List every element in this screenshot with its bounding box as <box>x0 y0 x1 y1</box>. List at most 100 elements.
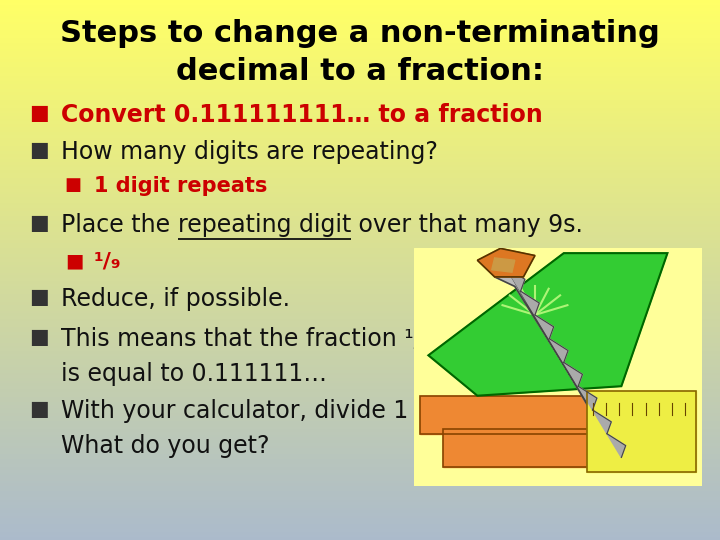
Bar <box>0 111 720 113</box>
Bar <box>0 427 720 429</box>
Bar <box>0 14 720 16</box>
Bar <box>0 22 720 24</box>
Bar <box>0 292 720 294</box>
Bar <box>0 526 720 529</box>
Text: Place the: Place the <box>61 213 178 237</box>
Polygon shape <box>521 291 539 315</box>
Text: How many digits are repeating?: How many digits are repeating? <box>61 140 438 164</box>
Bar <box>0 246 720 248</box>
Bar <box>0 54 720 57</box>
Bar <box>0 486 720 489</box>
Bar <box>0 127 720 130</box>
Bar <box>0 394 720 397</box>
Bar <box>0 529 720 532</box>
Bar <box>0 284 720 286</box>
Bar <box>0 11 720 14</box>
Bar <box>0 251 720 254</box>
Bar <box>0 367 720 370</box>
Bar <box>0 497 720 500</box>
Bar <box>0 0 720 3</box>
Bar <box>0 202 720 205</box>
Text: ■: ■ <box>29 327 48 347</box>
Bar <box>0 216 720 219</box>
Bar <box>0 24 720 27</box>
Bar <box>0 232 720 235</box>
Bar <box>0 189 720 192</box>
Bar <box>0 62 720 65</box>
Bar <box>0 208 720 211</box>
Bar <box>0 124 720 127</box>
Bar <box>0 194 720 197</box>
Bar <box>0 494 720 497</box>
Bar <box>0 154 720 157</box>
Text: Reduce, if possible.: Reduce, if possible. <box>61 287 290 311</box>
Polygon shape <box>506 267 525 291</box>
Bar <box>0 205 720 208</box>
Bar <box>0 176 720 178</box>
Bar <box>0 516 720 518</box>
Polygon shape <box>495 267 621 457</box>
Bar <box>0 219 720 221</box>
Bar <box>0 59 720 62</box>
Bar <box>0 478 720 481</box>
Bar <box>0 19 720 22</box>
Bar <box>0 451 720 454</box>
Polygon shape <box>607 434 626 457</box>
Bar <box>0 310 720 313</box>
Polygon shape <box>428 253 667 396</box>
Bar <box>0 489 720 491</box>
Bar <box>0 78 720 81</box>
Bar <box>0 113 720 116</box>
Bar <box>0 108 720 111</box>
Bar <box>0 421 720 424</box>
Bar <box>0 178 720 181</box>
Bar <box>0 278 720 281</box>
Bar <box>0 364 720 367</box>
Bar <box>0 413 720 416</box>
Bar <box>0 381 720 383</box>
Bar <box>0 308 720 310</box>
Bar <box>0 173 720 176</box>
Bar <box>0 354 720 356</box>
Bar <box>0 370 720 373</box>
Bar <box>0 340 720 343</box>
Bar <box>0 57 720 59</box>
Bar <box>0 270 720 273</box>
Bar <box>0 94 720 97</box>
Bar <box>0 100 720 103</box>
Bar <box>0 192 720 194</box>
Bar <box>0 51 720 54</box>
Bar <box>0 513 720 516</box>
Bar <box>0 300 720 302</box>
Bar <box>0 243 720 246</box>
Bar <box>0 343 720 346</box>
Bar <box>0 224 720 227</box>
Bar <box>0 335 720 338</box>
Bar <box>0 116 720 119</box>
Bar <box>0 348 720 351</box>
Bar <box>0 305 720 308</box>
Bar <box>0 275 720 278</box>
Bar <box>0 448 720 451</box>
Bar <box>0 70 720 73</box>
Bar <box>0 475 720 478</box>
Bar <box>0 68 720 70</box>
Bar <box>0 324 720 327</box>
Bar <box>0 211 720 213</box>
Bar <box>0 375 720 378</box>
Bar <box>0 265 720 267</box>
Bar <box>0 408 720 410</box>
Bar <box>0 46 720 49</box>
Bar <box>0 443 720 445</box>
Bar <box>0 254 720 256</box>
Text: ■: ■ <box>29 103 48 123</box>
Bar <box>0 230 720 232</box>
Bar <box>0 483 720 486</box>
Bar <box>0 159 720 162</box>
Bar <box>0 43 720 46</box>
Bar <box>0 132 720 135</box>
Bar <box>0 346 720 348</box>
Bar <box>0 424 720 427</box>
Bar <box>0 470 720 472</box>
Bar <box>0 221 720 224</box>
